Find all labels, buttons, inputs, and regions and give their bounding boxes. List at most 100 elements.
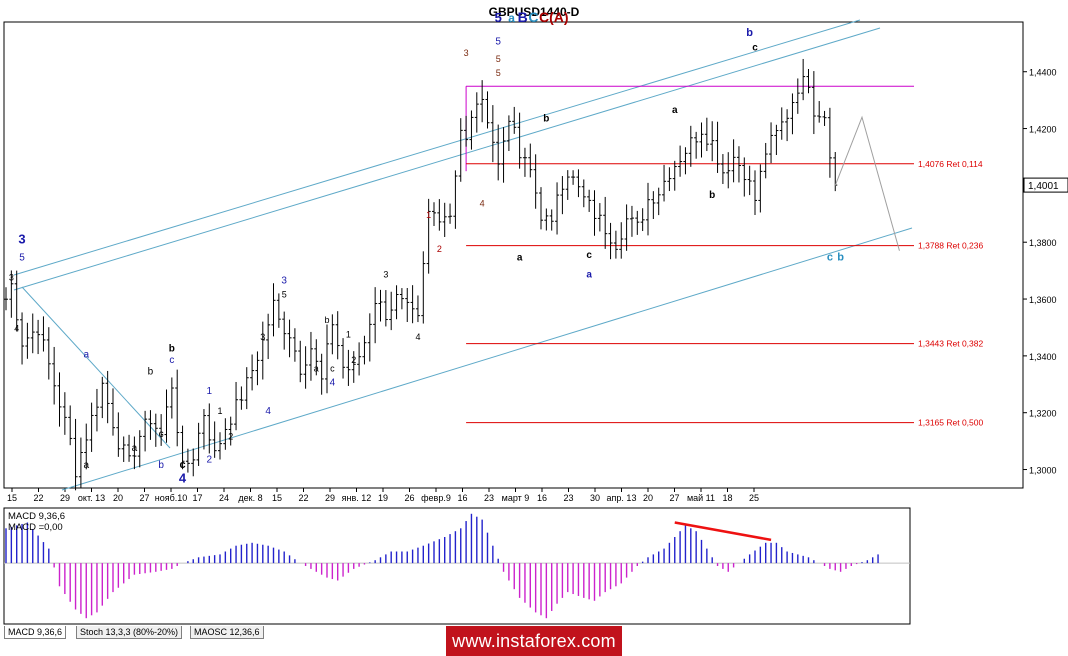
wave-label: 3 [464, 48, 469, 58]
wave-label: b [158, 460, 164, 471]
chart-title: GBPUSD1440-D [489, 5, 580, 19]
x-tick-label: 16 [457, 493, 467, 503]
wave-header-label: a [508, 11, 515, 25]
ohlc-bar [597, 203, 602, 232]
x-tick-label: 20 [113, 493, 123, 503]
y-tick-label: 1,3800 [1029, 238, 1057, 248]
ohlc-bar [688, 125, 693, 167]
wave-label: 4 [14, 324, 19, 334]
ohlc-bar [453, 170, 458, 229]
wave-label: c [330, 364, 335, 374]
ohlc-bar [635, 210, 640, 235]
ohlc-bar [9, 270, 14, 318]
ohlc-bar [62, 392, 67, 435]
ohlc-bar [341, 338, 346, 379]
wave-label: 5 [496, 68, 501, 78]
ohlc-bar [522, 147, 527, 177]
ohlc-bar [68, 405, 73, 446]
ohlc-bar [367, 313, 372, 362]
wave-label: 3 [281, 275, 287, 286]
wave-label: a [672, 105, 678, 116]
ohlc-bar [378, 289, 383, 322]
tab-stoch[interactable]: Stoch 13,3,3 (80%-20%) [76, 626, 183, 639]
tab-macd[interactable]: MACD 9,36,6 [4, 626, 67, 639]
tab-maosc[interactable]: MAOSC 12,36,6 [190, 626, 264, 639]
x-tick-label: 24 [219, 493, 229, 503]
ohlc-bar [394, 285, 399, 320]
fib-label: 1,3165 Ret 0,500 [918, 418, 983, 428]
main-pane: 1,44001,42001,40001,38001,36001,34001,32… [3, 9, 1068, 503]
wave-label: 1 [217, 406, 222, 416]
ohlc-bar [52, 346, 57, 405]
ohlc-bar [346, 349, 351, 386]
ohlc-bar [678, 145, 683, 177]
ohlc-bar [223, 418, 228, 450]
x-tick-label: 18 [722, 493, 732, 503]
ohlc-bar [78, 437, 83, 488]
ohlc-bar [148, 410, 153, 440]
x-tick-label: 22 [33, 493, 43, 503]
wave-label: c [179, 459, 185, 471]
ohlc-bar [506, 115, 511, 152]
wave-label: 3 [9, 273, 14, 283]
ohlc-bar [292, 328, 297, 362]
ohlc-bar [319, 353, 324, 395]
ohlc-bar [496, 124, 501, 181]
ohlc-bar [576, 169, 581, 198]
main-frame [3, 21, 1024, 489]
ohlc-bar [105, 370, 110, 424]
ohlc-bar [726, 152, 731, 189]
ohlc-bar [228, 416, 233, 446]
wave-label: c [827, 252, 833, 264]
ohlc-bar [244, 367, 249, 410]
ohlc-bar [94, 388, 99, 432]
ohlc-bar [234, 381, 239, 431]
wave-label: 2 [437, 244, 442, 254]
ohlc-bar [662, 164, 667, 202]
projection-line [834, 115, 900, 251]
ohlc-bar [89, 402, 94, 452]
x-tick-label: 27 [139, 493, 149, 503]
ohlc-bar [704, 117, 709, 152]
ohlc-bar [185, 448, 190, 473]
ohlc-bar [298, 340, 303, 383]
ohlc-bar [260, 321, 265, 380]
divergence-line [674, 521, 772, 542]
ohlc-bar [608, 222, 613, 260]
x-tick-label: 15 [272, 493, 282, 503]
ohlc-bar [715, 121, 720, 173]
ohlc-bar [276, 293, 281, 328]
instaforex-banner[interactable]: www.instaforex.com [446, 626, 622, 656]
x-tick-label: 27 [669, 493, 679, 503]
wave-label: 5 [496, 54, 501, 64]
ohlc-bar [742, 157, 747, 197]
ohlc-bar [624, 204, 629, 251]
ohlc-bar [399, 288, 404, 310]
ohlc-bar [36, 319, 41, 355]
wave-label: b [746, 27, 753, 39]
ohlc-bar [581, 179, 586, 208]
ohlc-bar [4, 287, 8, 311]
ohlc-bar [806, 69, 811, 94]
x-tick-label: 23 [563, 493, 573, 503]
ohlc-bar [811, 71, 816, 135]
ohlc-bar [14, 270, 19, 332]
wave-label: 2 [351, 355, 356, 365]
wave-label: a [83, 349, 89, 360]
ohlc-bar [683, 147, 688, 175]
ohlc-bar [111, 388, 115, 436]
x-tick-label: 23 [484, 493, 494, 503]
ohlc-bar [218, 432, 222, 460]
wave-label: b [148, 366, 154, 377]
ohlc-bar [287, 319, 292, 358]
ohlc-bar [357, 342, 362, 376]
ohlc-bar [383, 290, 388, 327]
ohlc-bar [469, 110, 474, 150]
ohlc-bar [266, 313, 271, 360]
wave-label: 5 [19, 253, 25, 264]
y-tick-label: 1,3400 [1029, 352, 1057, 362]
x-tick-label: дек. 8 [238, 493, 262, 503]
channel-upper-line-2 [13, 27, 881, 291]
